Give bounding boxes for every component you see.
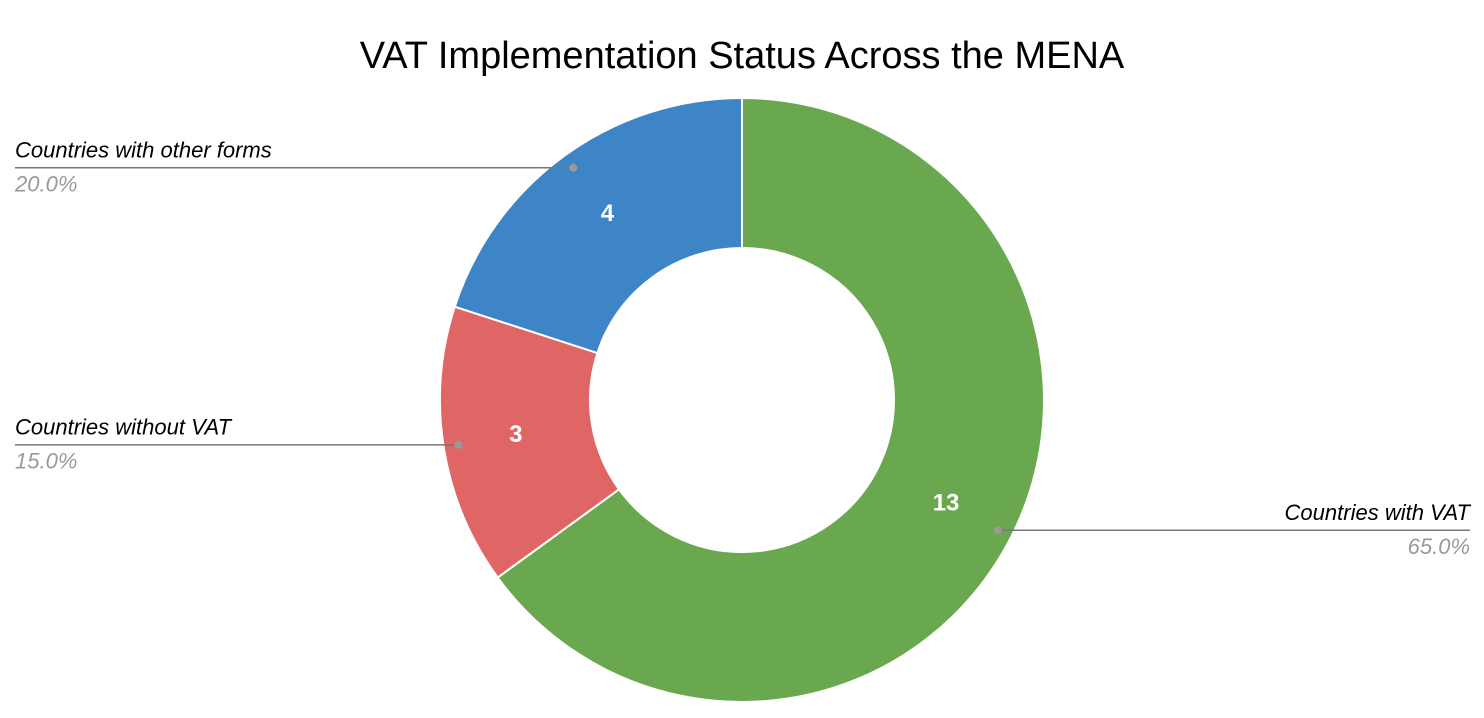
leader-dot (454, 440, 463, 449)
category-label: Countries with other forms (15, 138, 272, 163)
value-label: 4 (601, 200, 615, 227)
percent-label: 65.0% (1408, 534, 1470, 559)
slice (496, 96, 1045, 703)
leader-dot (569, 163, 578, 172)
slice (439, 305, 621, 579)
leader-dot (993, 526, 1002, 535)
category-label: Countries with VAT (1285, 500, 1472, 525)
value-label: 13 (933, 489, 960, 516)
percent-label: 15.0% (15, 449, 77, 474)
percent-label: 20.0% (14, 172, 77, 197)
slice (453, 96, 743, 355)
chart-title: VAT Implementation Status Across the MEN… (360, 35, 1125, 77)
value-label: 3 (509, 421, 522, 448)
category-label: Countries without VAT (15, 415, 233, 440)
